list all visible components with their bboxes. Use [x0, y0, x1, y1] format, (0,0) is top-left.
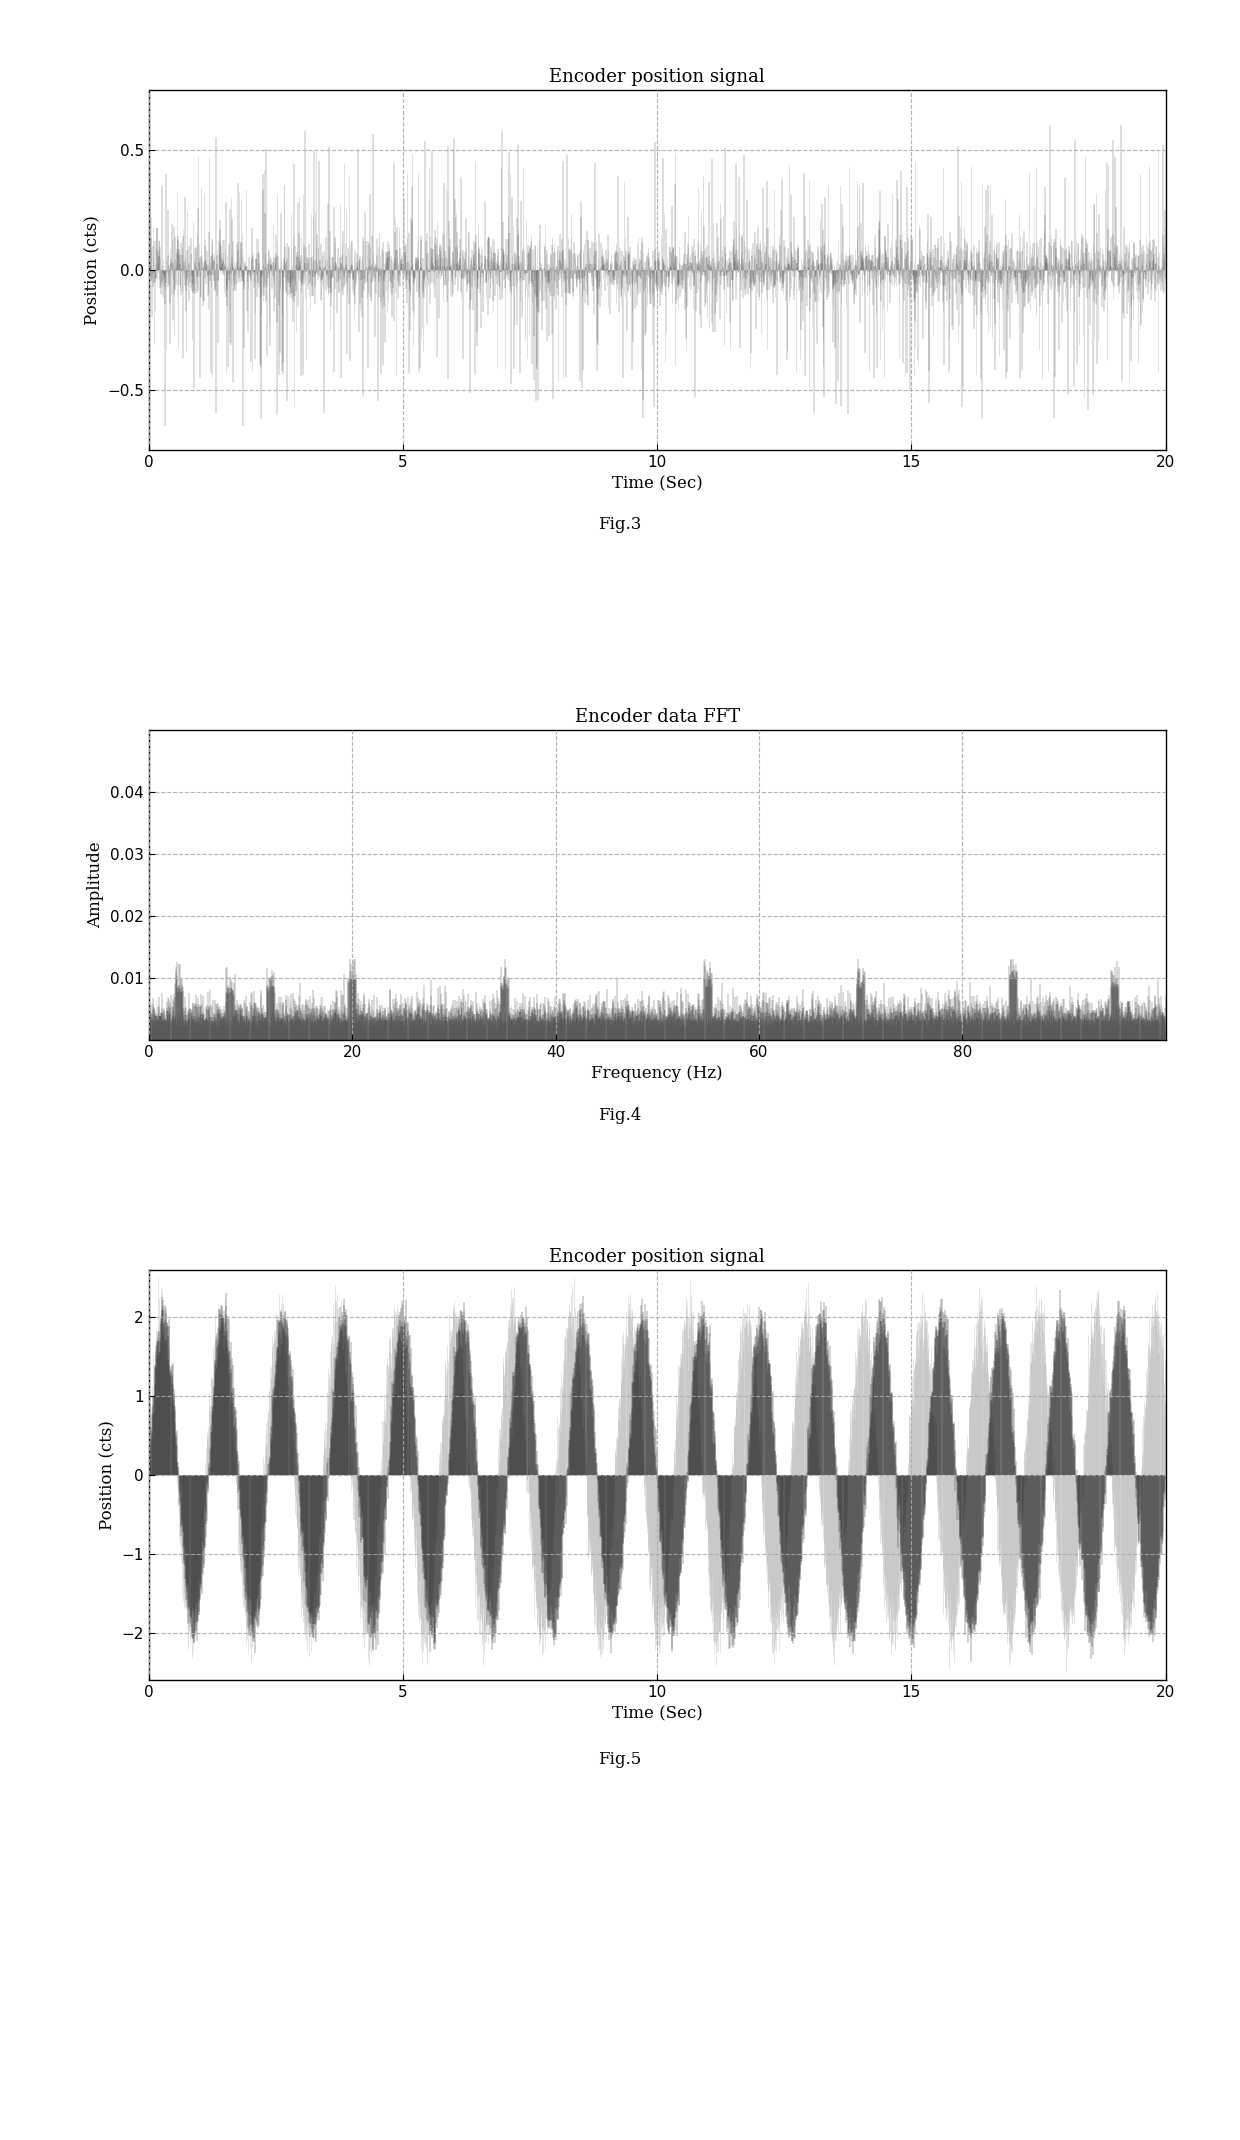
Y-axis label: Position (cts): Position (cts)	[84, 214, 102, 325]
Title: Encoder data FFT: Encoder data FFT	[574, 708, 740, 725]
Title: Encoder position signal: Encoder position signal	[549, 1248, 765, 1265]
Y-axis label: Position (cts): Position (cts)	[99, 1421, 117, 1530]
Title: Encoder position signal: Encoder position signal	[549, 68, 765, 86]
Text: Fig.5: Fig.5	[599, 1751, 641, 1768]
X-axis label: Time (Sec): Time (Sec)	[611, 1706, 703, 1723]
Text: Fig.3: Fig.3	[599, 516, 641, 533]
Text: Fig.4: Fig.4	[599, 1106, 641, 1124]
X-axis label: Time (Sec): Time (Sec)	[611, 475, 703, 492]
X-axis label: Frequency (Hz): Frequency (Hz)	[591, 1066, 723, 1083]
Y-axis label: Amplitude: Amplitude	[88, 841, 104, 929]
